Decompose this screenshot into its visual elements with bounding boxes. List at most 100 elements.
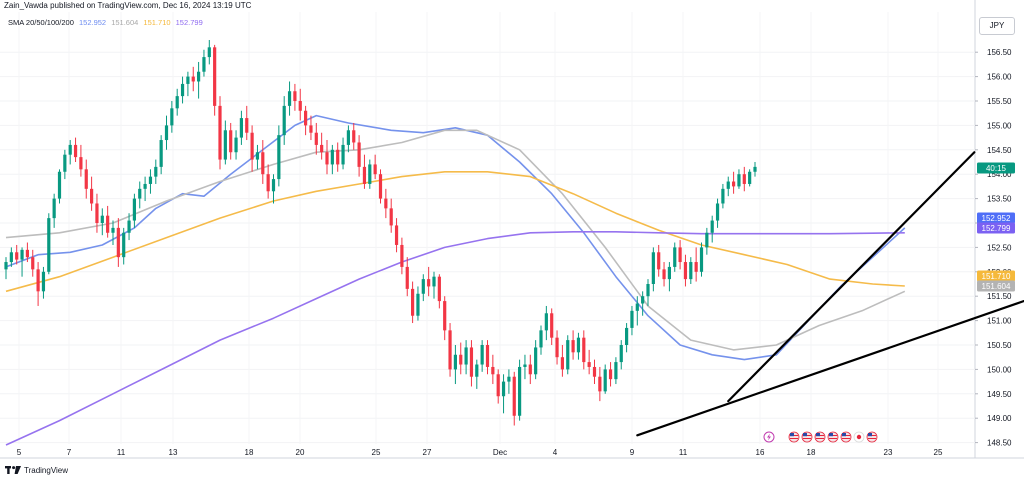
candle-body xyxy=(394,225,399,245)
us-flag-canton xyxy=(790,433,794,437)
candle-body xyxy=(699,247,704,272)
candle-body xyxy=(148,176,153,184)
x-tick-label: 25 xyxy=(934,448,943,457)
y-tick-label: 154.00 xyxy=(987,170,1012,179)
tradingview-logo[interactable]: TradingView xyxy=(5,464,68,476)
candle-body xyxy=(469,347,474,377)
sma100-price-label: 151.710 xyxy=(982,272,1011,281)
candle-body xyxy=(748,171,752,184)
candle-body xyxy=(646,284,650,297)
candle-body xyxy=(400,244,404,267)
candle-body xyxy=(614,362,618,380)
candle-body xyxy=(453,354,457,370)
candle-body xyxy=(501,381,506,397)
y-tick-label: 150.50 xyxy=(987,341,1012,350)
candle-body xyxy=(539,330,543,348)
x-tick-label: 20 xyxy=(296,448,305,457)
us-flag-canton xyxy=(803,433,807,437)
candle-body xyxy=(197,71,201,82)
candle-body xyxy=(662,269,666,280)
candle-body xyxy=(223,130,227,160)
candle-body xyxy=(229,130,233,153)
x-tick-label: 7 xyxy=(67,448,72,457)
y-tick-label: 155.00 xyxy=(987,121,1012,130)
y-tick-label: 150.00 xyxy=(987,365,1012,374)
sma20-value: 152.952 xyxy=(78,18,107,27)
sma100-price-label-bg xyxy=(977,270,1015,282)
candle-body xyxy=(132,198,136,221)
candle-body xyxy=(271,179,276,192)
candle-body xyxy=(523,364,527,367)
x-tick-label: 9 xyxy=(630,448,635,457)
x-tick-label: Dec xyxy=(493,448,507,457)
indicator-label: SMA 20/50/100/200 xyxy=(8,18,74,27)
last-price-label: 40:15 xyxy=(986,164,1007,173)
candle-body xyxy=(266,174,270,192)
x-tick-label: 16 xyxy=(756,448,765,457)
candle-body xyxy=(496,374,500,397)
sma50-price-label-bg xyxy=(977,280,1015,292)
candle-body xyxy=(122,232,126,258)
candle-body xyxy=(689,262,693,280)
candle-body xyxy=(84,169,88,189)
candle-body xyxy=(309,125,313,133)
publisher-caption: Zain_Vawda published on TradingView.com,… xyxy=(4,1,252,10)
currency-button[interactable]: JPY xyxy=(979,17,1015,35)
candle-body xyxy=(373,164,377,175)
y-tick-label: 151.00 xyxy=(987,317,1012,326)
candle-body xyxy=(346,130,350,145)
candle-body xyxy=(20,249,24,260)
candle-body xyxy=(432,276,436,287)
candle-body xyxy=(715,203,720,221)
candle-body xyxy=(555,337,559,358)
candle-body xyxy=(368,164,372,184)
candle-body xyxy=(202,57,206,72)
candle-body xyxy=(576,337,581,353)
sma200-value: 152.799 xyxy=(175,18,203,27)
candle-body xyxy=(630,310,634,328)
candle-body xyxy=(73,144,78,158)
candle-body xyxy=(57,171,62,199)
y-tick-label: 148.50 xyxy=(987,439,1012,448)
us-flag-canton xyxy=(816,433,820,437)
x-tick-label: 18 xyxy=(245,448,254,457)
candle-body xyxy=(544,313,548,331)
us-flag-canton xyxy=(868,433,872,437)
candle-body xyxy=(4,262,8,270)
sma100-line xyxy=(5,171,905,293)
candle-body xyxy=(384,198,388,209)
candle-body xyxy=(421,279,425,294)
candle-body xyxy=(378,174,383,199)
candle-body xyxy=(15,252,19,260)
candle-body xyxy=(721,188,725,204)
x-tick-label: 18 xyxy=(807,448,816,457)
y-tick-label: 152.50 xyxy=(987,243,1012,252)
candle-body xyxy=(330,149,334,165)
jp-flag-sun xyxy=(856,434,862,440)
candle-body xyxy=(255,152,260,160)
candle-body xyxy=(443,301,447,331)
candle-body xyxy=(63,154,67,172)
y-tick-label: 149.00 xyxy=(987,414,1012,423)
candle-body xyxy=(710,220,714,233)
x-tick-label: 13 xyxy=(169,448,178,457)
sma20-price-label: 152.952 xyxy=(982,214,1011,223)
candle-body xyxy=(175,96,179,109)
candle-body xyxy=(25,249,29,258)
y-tick-label: 155.50 xyxy=(987,97,1012,106)
candle-body xyxy=(694,262,698,272)
candle-body xyxy=(619,345,623,363)
candle-body xyxy=(41,271,46,292)
sma50-line xyxy=(5,129,906,351)
candle-body xyxy=(52,198,56,219)
candle-body xyxy=(218,105,222,160)
candle-body xyxy=(528,364,532,375)
candle-body xyxy=(282,105,286,136)
candle-body xyxy=(405,266,409,289)
sma200-line xyxy=(5,231,905,446)
x-tick-label: 27 xyxy=(423,448,432,457)
indicator-legend[interactable]: SMA 20/50/100/200 152.952 151.604 151.71… xyxy=(8,18,206,27)
candle-body xyxy=(480,345,484,365)
